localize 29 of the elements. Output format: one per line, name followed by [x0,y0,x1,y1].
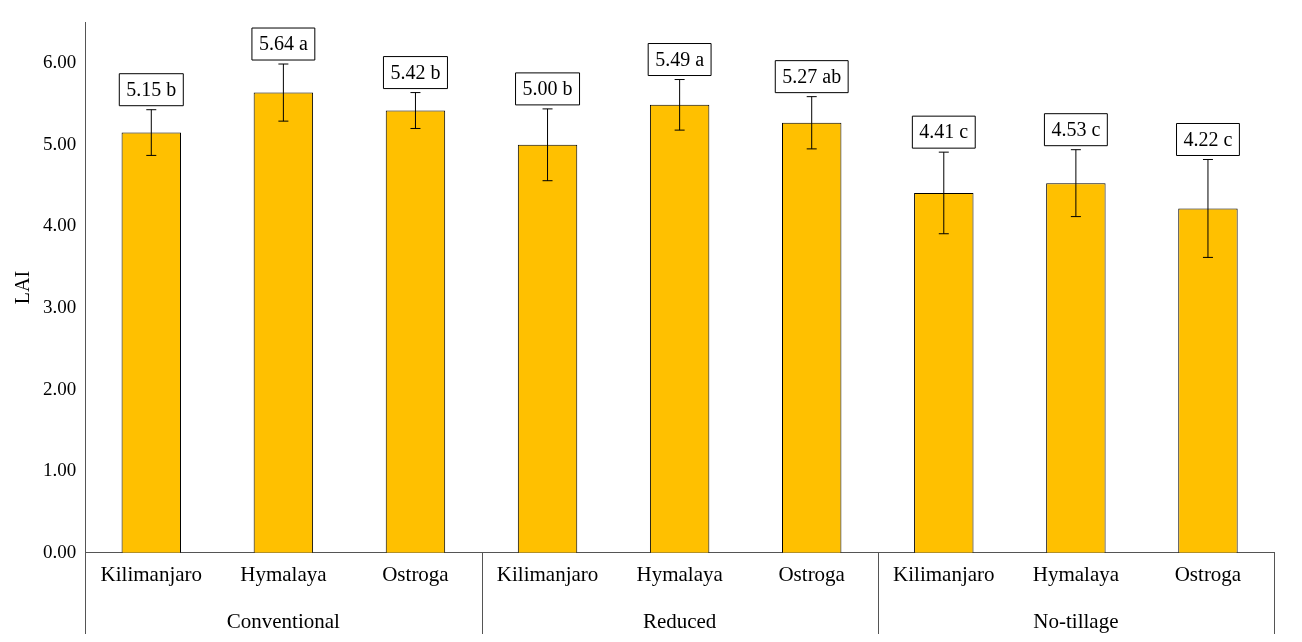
y-tick-label: 6.00 [43,51,77,73]
y-tick-label: 2.00 [43,377,77,399]
y-tick-label: 5.00 [43,132,77,154]
data-label: 5.64 a [258,32,308,55]
data-label: 4.53 c [1051,117,1101,140]
data-label: 5.15 b [126,77,177,100]
x-tick-label: Hymalaya [240,561,328,586]
x-tick-label: Kilimanjaro [100,561,203,586]
text: Reduced [642,609,717,634]
data-label: 4.41 c [919,120,969,143]
y-tick-label: 1.00 [43,459,77,481]
x-tick-label: Ostroga [1174,561,1242,586]
text: Conventional [226,609,341,634]
y-tick-label: 3.00 [43,295,77,317]
text: No-tillage [1033,609,1119,634]
x-tick-label: Hymalaya [636,561,724,586]
x-tick-label: Ostroga [382,561,450,586]
y-tick-label: 4.00 [43,214,77,236]
data-label: 5.49 a [655,47,705,70]
y-axis-title: LAI [11,270,34,305]
x-tick-label: Hymalaya [1032,561,1120,586]
data-label: 5.27 ab [782,64,842,87]
data-label: 5.42 b [390,60,441,83]
data-label: 5.00 b [522,77,573,100]
x-tick-label: Kilimanjaro [496,561,599,586]
data-label: 4.22 c [1183,127,1233,150]
y-tick-label: 0.00 [43,540,77,562]
x-tick-label: Kilimanjaro [893,561,995,586]
x-tick-label: Ostroga [778,561,846,586]
